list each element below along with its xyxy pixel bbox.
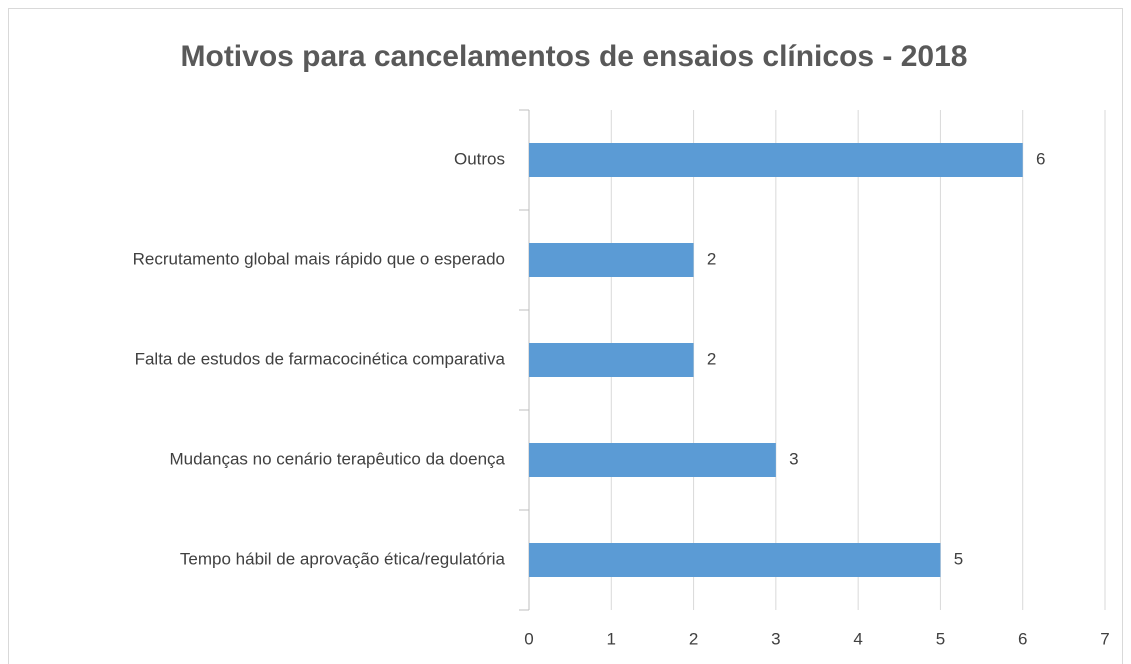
y-tick-label: Outros (454, 149, 505, 168)
y-tick-label: Recrutamento global mais rápido que o es… (133, 249, 505, 268)
y-tick-label: Tempo hábil de aprovação ética/regulatór… (180, 549, 506, 568)
chart-title: Motivos para cancelamentos de ensaios cl… (181, 40, 968, 73)
x-tick-label: 2 (689, 629, 698, 648)
data-label: 3 (789, 449, 798, 468)
bar (529, 443, 776, 477)
x-tick-label: 0 (524, 629, 533, 648)
y-tick-label: Falta de estudos de farmacocinética comp… (135, 349, 506, 368)
x-tick-label: 4 (853, 629, 862, 648)
bar (529, 243, 694, 277)
y-tick-label: Mudanças no cenário terapêutico da doenç… (169, 449, 505, 468)
x-tick-label: 5 (936, 629, 945, 648)
x-tick-label: 6 (1018, 629, 1027, 648)
data-label: 5 (954, 549, 963, 568)
bar (529, 143, 1023, 177)
x-tick-label: 1 (607, 629, 616, 648)
data-label: 6 (1036, 149, 1045, 168)
x-tick-label: 3 (771, 629, 780, 648)
bar (529, 543, 941, 577)
data-label: 2 (707, 249, 716, 268)
x-tick-label: 7 (1100, 629, 1109, 648)
data-label: 2 (707, 349, 716, 368)
bar (529, 343, 694, 377)
